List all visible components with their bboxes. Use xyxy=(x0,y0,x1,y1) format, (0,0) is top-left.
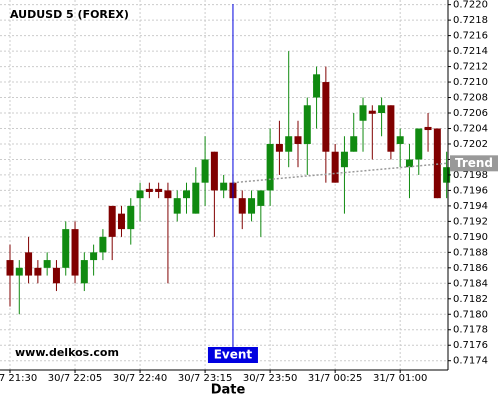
candle-body xyxy=(192,182,200,214)
candle-body xyxy=(173,198,181,214)
candle-body xyxy=(90,252,98,261)
candle-body xyxy=(443,167,451,183)
candle-body xyxy=(127,205,135,230)
y-tick-label: 0.7210 xyxy=(453,77,488,88)
candle-body xyxy=(220,182,228,191)
candle-body xyxy=(257,190,265,206)
candle-body xyxy=(80,260,88,284)
y-tick-label: 0.7174 xyxy=(453,356,488,367)
y-tick-label: 0.7194 xyxy=(453,201,488,212)
trend-label: Trend xyxy=(455,156,493,170)
candle-body xyxy=(164,190,172,199)
candle-body xyxy=(108,205,116,237)
candle-body xyxy=(359,105,367,121)
y-tick-label: 0.7178 xyxy=(453,325,488,336)
candle-body xyxy=(396,136,404,144)
candle-body xyxy=(43,260,51,268)
watermark: www.delkos.com xyxy=(15,346,119,359)
candle-body xyxy=(331,151,339,183)
x-tick-label: 30/7 22:40 xyxy=(113,373,167,384)
y-tick-label: 0.7196 xyxy=(453,185,488,196)
y-tick-label: 0.7190 xyxy=(453,232,488,243)
candle-body xyxy=(387,105,395,152)
candle-body xyxy=(285,136,293,152)
candle-body xyxy=(15,267,23,276)
y-tick-label: 0.7184 xyxy=(453,278,488,289)
candle-body xyxy=(145,188,153,192)
candle-body xyxy=(433,128,441,199)
candle-body xyxy=(405,159,413,168)
x-tick-label: 30/7 22:05 xyxy=(48,373,102,384)
y-tick-label: 0.7206 xyxy=(453,108,488,119)
candle-body xyxy=(52,267,60,284)
x-axis-label: Date xyxy=(211,383,246,398)
candle-body xyxy=(62,229,70,268)
candle-body xyxy=(424,126,432,131)
candle-body xyxy=(294,136,302,144)
y-tick-label: 0.7214 xyxy=(453,46,488,57)
y-tick-label: 0.7192 xyxy=(453,216,488,227)
candle-body xyxy=(34,267,42,276)
candle-body xyxy=(415,128,423,160)
y-tick-label: 0.7204 xyxy=(453,123,488,134)
candle-body xyxy=(99,236,107,253)
y-tick-label: 0.7198 xyxy=(453,170,488,181)
candle-body xyxy=(275,143,283,152)
event-label-box xyxy=(207,347,258,363)
candle-body xyxy=(117,213,125,230)
y-tick-label: 0.7176 xyxy=(453,340,488,351)
y-tick-label: 0.7186 xyxy=(453,263,488,274)
trend-label-box xyxy=(450,155,498,172)
candle-body xyxy=(303,105,311,144)
candle-body xyxy=(248,198,256,214)
candle-body xyxy=(210,151,218,191)
y-tick-label: 0.7212 xyxy=(453,62,488,73)
x-tick-label: 31/7 01:00 xyxy=(373,373,427,384)
candle-body xyxy=(350,136,358,152)
candle-body xyxy=(201,159,209,183)
x-tick-label: 30/7 23:15 xyxy=(178,373,232,384)
x-tick-label: 30/7 21:30 xyxy=(0,373,37,384)
y-tick-label: 0.7202 xyxy=(453,139,488,150)
y-tick-label: 0.7218 xyxy=(453,15,488,26)
event-label: Event xyxy=(214,348,253,362)
y-tick-label: 0.7208 xyxy=(453,93,488,104)
y-tick-label: 0.7180 xyxy=(453,309,488,320)
candle-body xyxy=(183,190,191,199)
candle-body xyxy=(71,229,79,276)
candle-body xyxy=(322,82,330,152)
y-tick-label: 0.7216 xyxy=(453,31,488,42)
candle-body xyxy=(25,252,33,276)
candle-body xyxy=(238,198,246,214)
x-tick-label: 31/7 00:25 xyxy=(308,373,362,384)
candle-body xyxy=(136,190,144,199)
y-tick-label: 0.7220 xyxy=(453,0,488,11)
candle-body xyxy=(313,74,321,98)
y-tick-label: 0.7182 xyxy=(453,294,488,305)
x-tick-label: 30/7 23:50 xyxy=(243,373,297,384)
chart-title: AUDUSD 5 (FOREX) xyxy=(10,8,129,21)
candle-body xyxy=(6,260,14,276)
y-tick-label: 0.7188 xyxy=(453,247,488,258)
candle-body xyxy=(340,151,348,168)
candle-body xyxy=(155,188,163,192)
candle-body xyxy=(368,110,376,114)
candle-body xyxy=(266,143,274,191)
candle-body xyxy=(378,105,386,114)
